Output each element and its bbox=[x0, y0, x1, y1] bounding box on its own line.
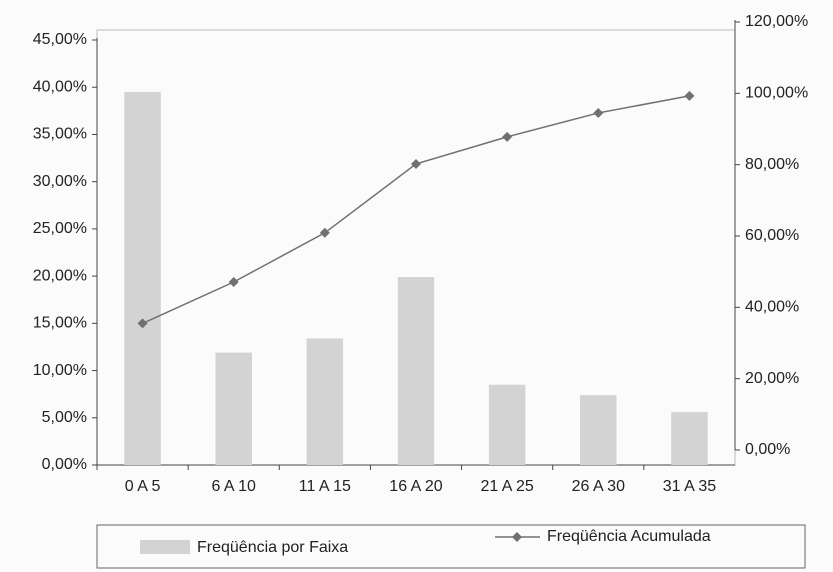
bar bbox=[306, 338, 344, 465]
legend-box bbox=[96, 524, 806, 569]
x-tick-label: 16 A 20 bbox=[389, 478, 442, 495]
y2-tick-label: 60,00% bbox=[745, 227, 799, 244]
y-tick-label: 30,00% bbox=[33, 173, 87, 190]
legend-swatch bbox=[140, 540, 190, 554]
x-tick-label: 6 A 10 bbox=[211, 478, 256, 495]
bar bbox=[397, 277, 435, 465]
y-tick-label: 5,00% bbox=[42, 409, 87, 426]
y-tick-label: 40,00% bbox=[33, 78, 87, 95]
y2-tick-label: 40,00% bbox=[745, 299, 799, 316]
line-marker bbox=[684, 90, 695, 101]
bar bbox=[124, 91, 161, 465]
y2-tick-label: 0,00% bbox=[745, 441, 790, 458]
x-tick-label: 31 A 35 bbox=[663, 478, 716, 495]
y-tick-label: 0,00% bbox=[42, 456, 87, 473]
legend-marker bbox=[512, 532, 522, 542]
y2-tick-label: 100,00% bbox=[745, 85, 808, 102]
legend-label: Freqüência Acumulada bbox=[547, 528, 711, 545]
bar bbox=[580, 395, 617, 465]
y2-tick-label: 120,00% bbox=[745, 13, 808, 30]
x-tick-label: 21 A 25 bbox=[480, 478, 533, 495]
line-marker bbox=[137, 318, 148, 329]
line-marker bbox=[228, 277, 239, 288]
y-tick-label: 10,00% bbox=[33, 362, 87, 379]
y-tick-label: 45,00% bbox=[33, 31, 87, 48]
x-tick-label: 11 A 15 bbox=[299, 478, 351, 495]
bar bbox=[488, 384, 526, 465]
y-tick-label: 20,00% bbox=[33, 267, 87, 284]
bar bbox=[671, 412, 708, 465]
y-tick-label: 25,00% bbox=[33, 220, 87, 237]
y-tick-label: 35,00% bbox=[33, 126, 87, 143]
bar bbox=[215, 352, 252, 465]
line-marker bbox=[319, 227, 330, 238]
y2-tick-label: 20,00% bbox=[745, 370, 799, 387]
x-tick-label: 26 A 30 bbox=[572, 478, 625, 495]
y-tick-label: 15,00% bbox=[33, 315, 87, 332]
line-marker bbox=[502, 131, 513, 142]
y2-tick-label: 80,00% bbox=[745, 156, 799, 173]
line-marker bbox=[593, 107, 604, 118]
x-tick-label: 0 A 5 bbox=[125, 478, 161, 495]
line-marker bbox=[411, 158, 421, 169]
legend-label: Freqüência por Faixa bbox=[197, 539, 348, 556]
